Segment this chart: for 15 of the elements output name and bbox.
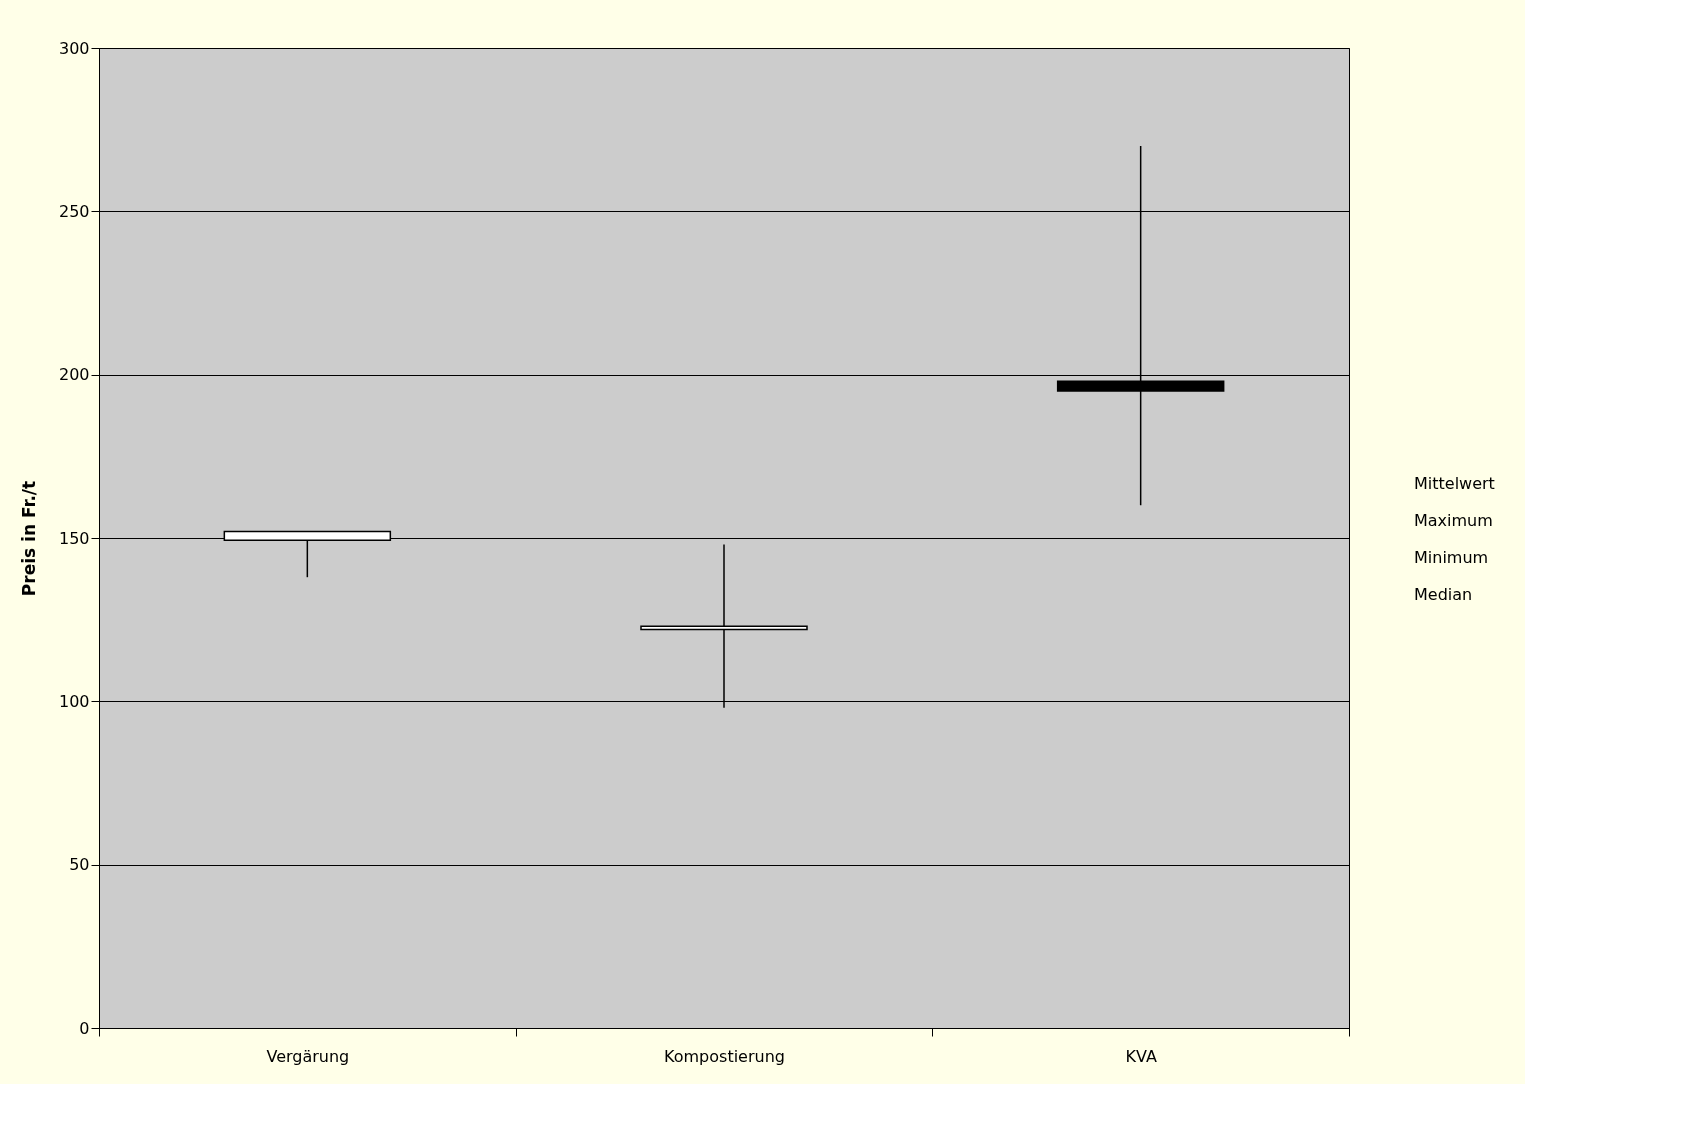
y-tick-label: 250 xyxy=(58,201,90,221)
text: Minimum xyxy=(1414,548,1489,568)
y-tick-label: 100 xyxy=(58,691,90,711)
text: Median xyxy=(1414,585,1473,605)
y-tick-label: 50 xyxy=(69,855,90,875)
x-tick-label: Vergärung xyxy=(266,1046,350,1066)
y-axis-title: Preis in Fr./t xyxy=(18,480,39,597)
y-tick-label: 150 xyxy=(58,528,90,548)
y-tick-label: 0 xyxy=(79,1018,90,1038)
y-tick-label: 200 xyxy=(58,365,90,385)
x-tick-label: Kompostierung xyxy=(664,1046,785,1066)
y-tick-label: 300 xyxy=(58,38,90,58)
x-tick-label: KVA xyxy=(1125,1046,1157,1066)
text: Mittelwert xyxy=(1414,474,1495,494)
text: Maximum xyxy=(1414,511,1493,531)
